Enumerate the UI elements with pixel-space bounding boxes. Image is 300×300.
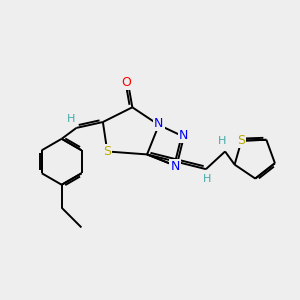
Text: O: O — [122, 76, 131, 89]
Text: N: N — [179, 129, 188, 142]
Text: H: H — [218, 136, 226, 146]
Text: S: S — [103, 145, 111, 158]
Text: S: S — [238, 134, 245, 147]
Text: N: N — [154, 117, 164, 130]
Text: N: N — [170, 160, 180, 173]
Text: H: H — [203, 174, 212, 184]
Text: H: H — [67, 114, 75, 124]
